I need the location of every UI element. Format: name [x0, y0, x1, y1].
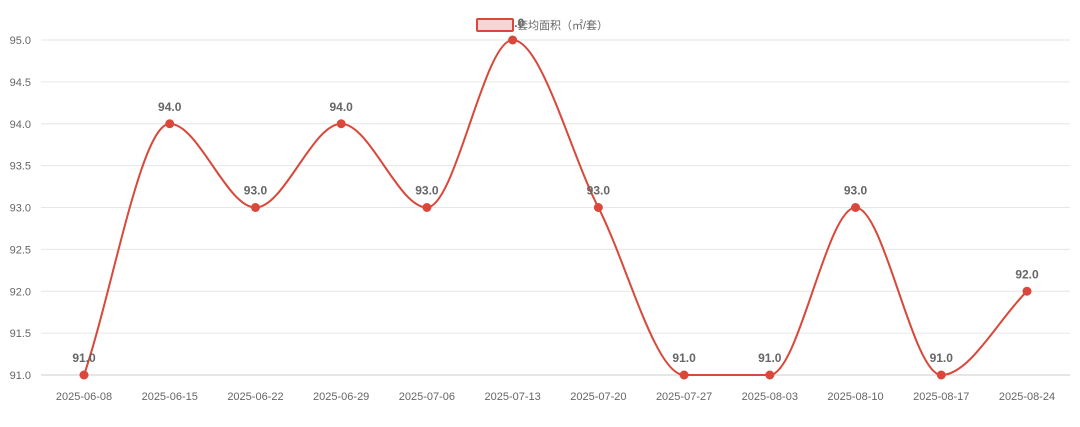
legend-label[interactable]: 套均面积（㎡/套）	[517, 19, 608, 32]
y-tick-label: 95.0	[10, 35, 31, 47]
data-point[interactable]	[508, 35, 518, 45]
x-tick-label: 2025-07-13	[484, 391, 540, 403]
data-point[interactable]	[679, 370, 689, 380]
x-tick-label: 2025-07-06	[399, 391, 455, 403]
series-line	[83, 38, 1028, 377]
data-point[interactable]	[79, 370, 89, 380]
y-tick-label: 93.5	[10, 161, 31, 173]
y-tick-label: 92.0	[10, 286, 31, 298]
y-tick-label: 91.5	[10, 328, 31, 340]
y-tick-label: 93.0	[10, 203, 31, 215]
legend-swatch[interactable]	[476, 18, 514, 32]
x-tick-label: 2025-06-29	[313, 391, 369, 403]
y-tick-label: 94.5	[10, 77, 31, 89]
y-tick-label: 92.5	[10, 244, 31, 256]
x-tick-label: 2025-08-24	[999, 391, 1055, 403]
data-point[interactable]	[250, 203, 260, 212]
data-label: 94.0	[330, 100, 354, 114]
data-label: 93.0	[244, 184, 268, 198]
data-point[interactable]	[165, 119, 175, 129]
data-label: 93.0	[844, 184, 868, 198]
axis-layer: 91.0 91.5 92.0 92.5 93.0 93.5 94.0 94.5 95.0 2025…	[10, 35, 1070, 403]
data-label: 92.0	[1015, 267, 1039, 281]
legend[interactable]: 套均面积（㎡/套）	[476, 18, 608, 32]
x-tick-label: 2025-06-08	[56, 391, 112, 403]
x-tick-label: 2025-06-15	[142, 391, 198, 403]
data-label: 91.0	[930, 351, 954, 365]
data-point[interactable]	[1022, 286, 1032, 296]
data-label: 93.0	[587, 184, 611, 198]
data-point[interactable]	[851, 203, 861, 212]
data-point[interactable]	[936, 370, 946, 380]
data-labels-layer: 91.094.093.094.093.095.093.091.091.093.0…	[72, 16, 1039, 365]
data-label: 91.0	[672, 351, 696, 365]
data-point[interactable]	[422, 203, 432, 212]
x-tick-label: 2025-08-17	[913, 391, 969, 403]
data-label: 93.0	[415, 184, 439, 198]
x-tick-label: 2025-08-03	[742, 391, 798, 403]
data-point[interactable]	[336, 119, 346, 129]
x-tick-label: 2025-06-22	[227, 391, 283, 403]
x-tick-label: 2025-07-27	[656, 391, 712, 403]
grid-layer	[41, 39, 1070, 376]
data-point[interactable]	[593, 203, 603, 212]
data-point[interactable]	[765, 370, 775, 380]
y-tick-label: 91.0	[10, 370, 31, 382]
data-label: 94.0	[158, 100, 182, 114]
data-label: 91.0	[758, 351, 782, 365]
y-tick-label: 94.0	[10, 119, 31, 131]
x-tick-label: 2025-08-10	[827, 391, 883, 403]
x-tick-label: 2025-07-20	[570, 391, 626, 403]
series-layer	[79, 35, 1032, 380]
data-label: 91.0	[72, 351, 96, 365]
